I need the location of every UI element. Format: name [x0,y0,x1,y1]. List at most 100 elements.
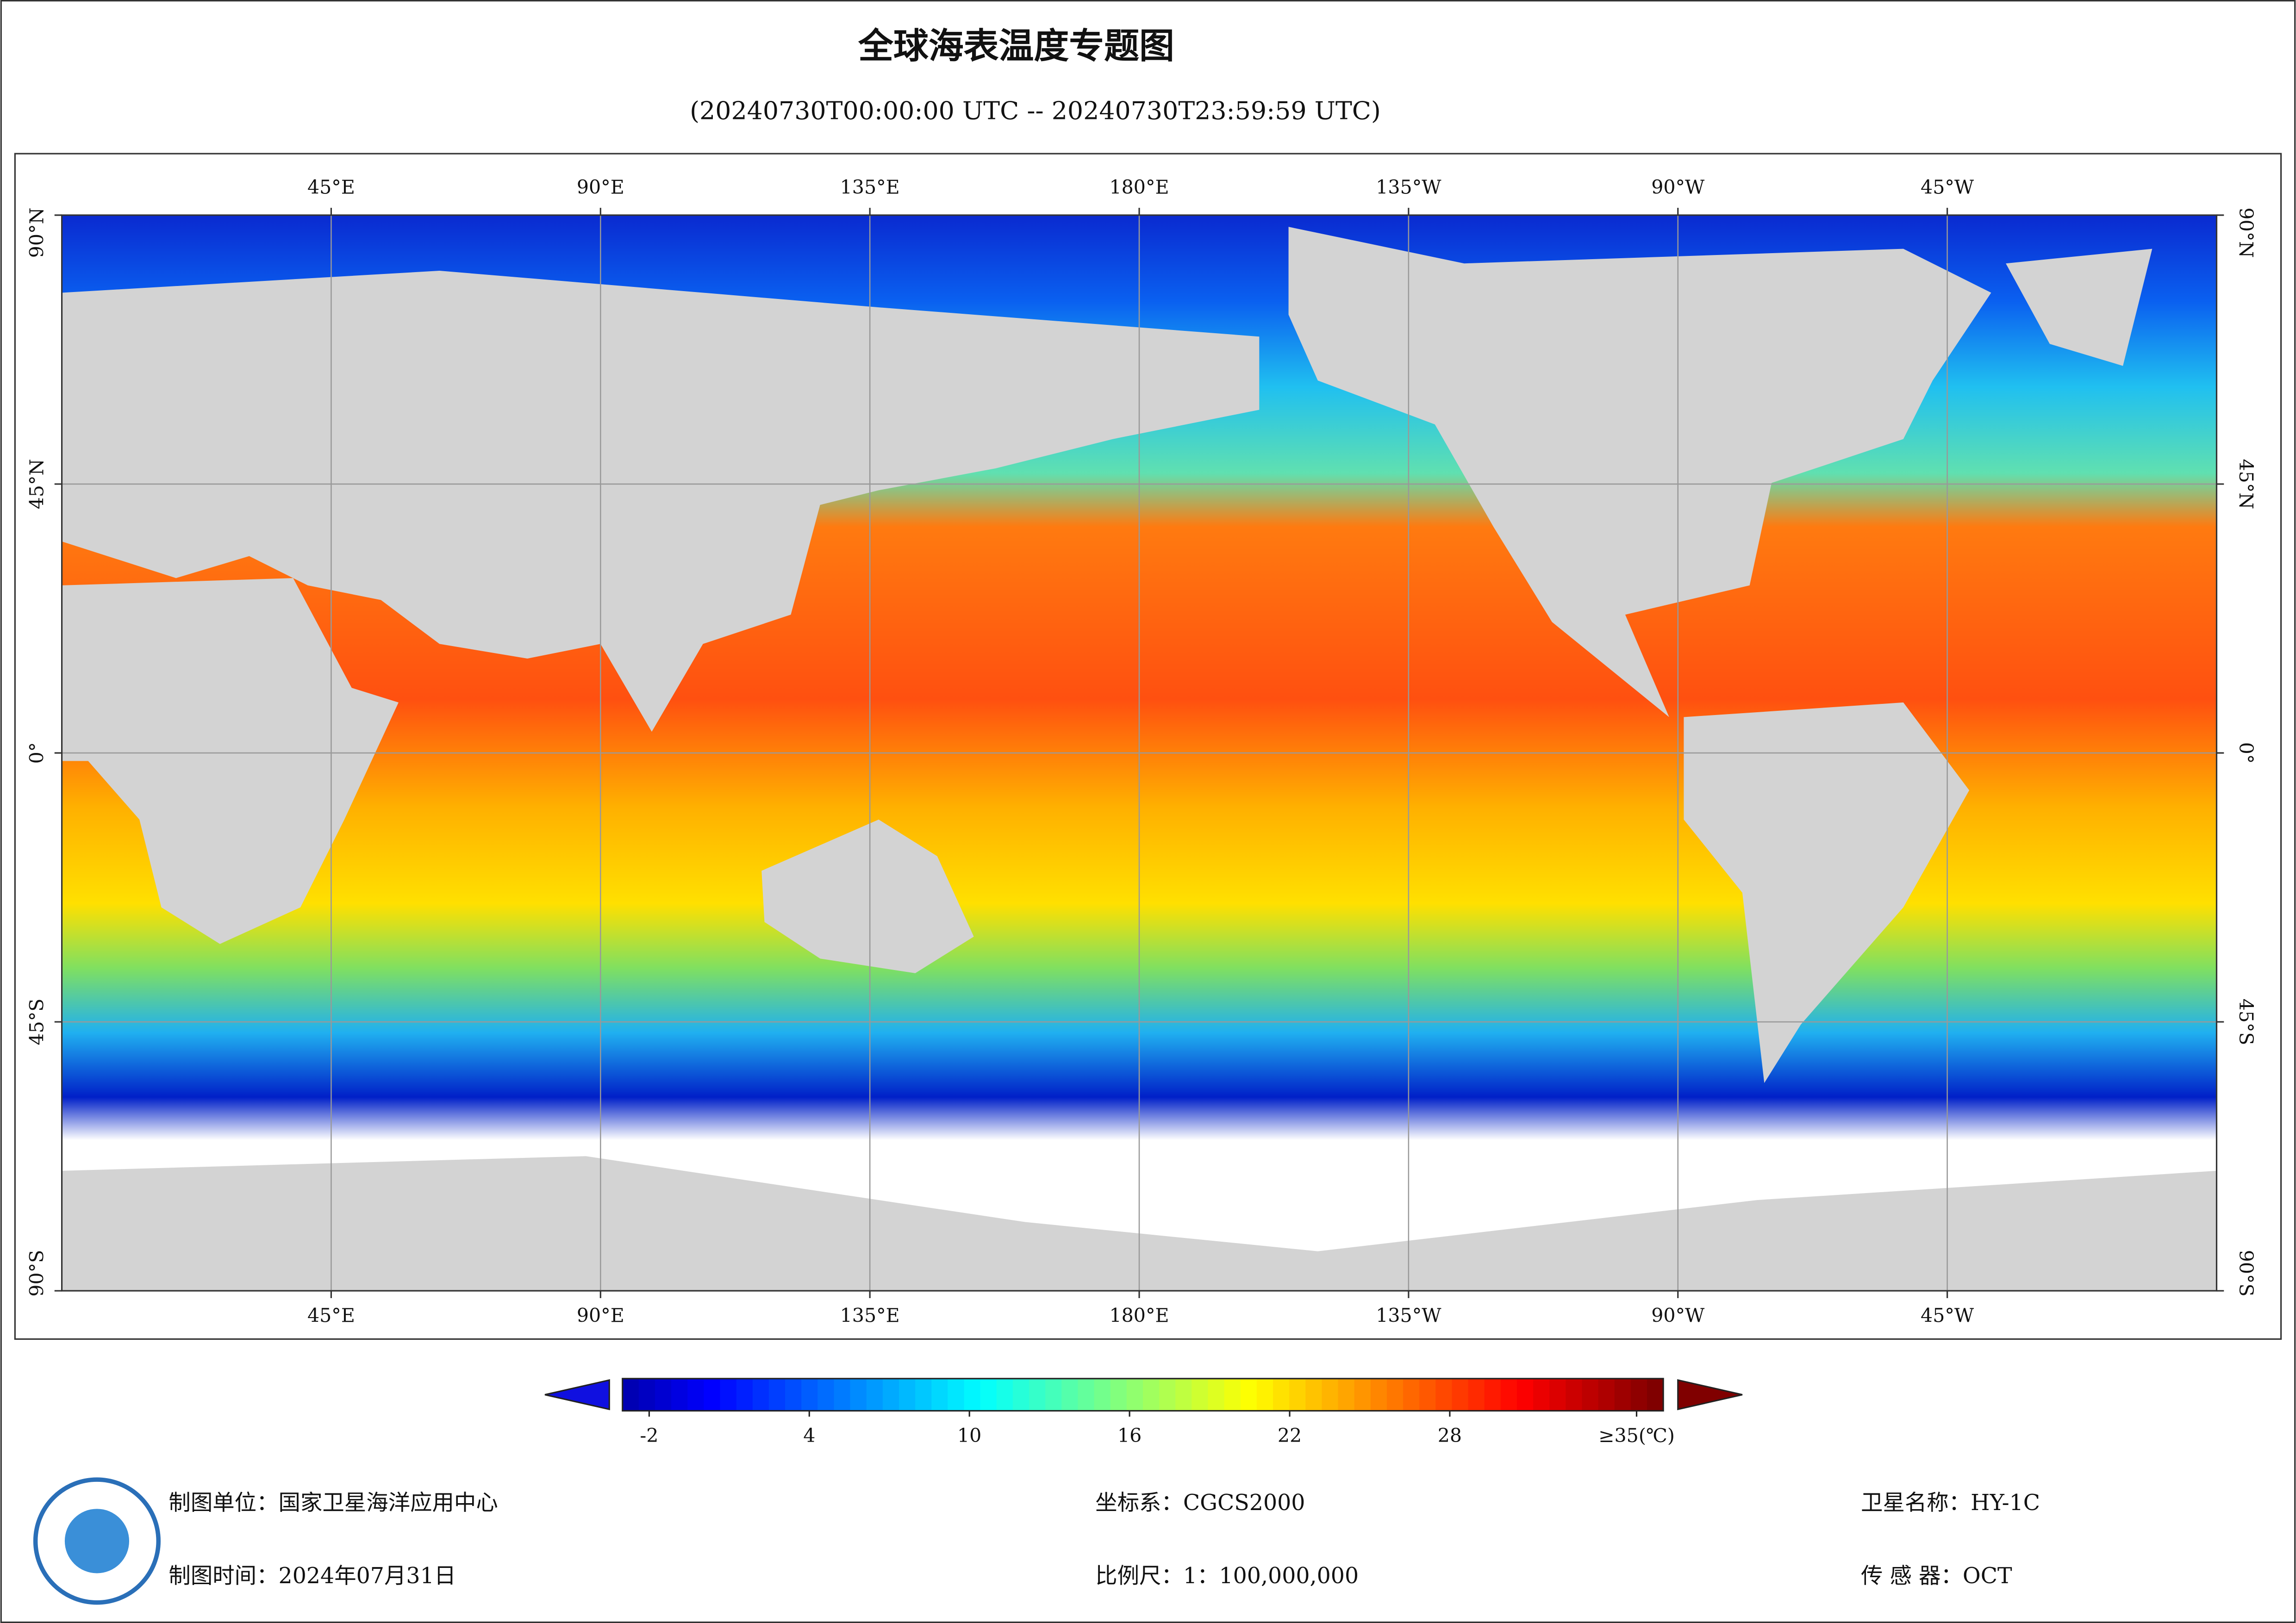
lon-label: 135°E [840,176,900,198]
colorbar-low-arrow [544,1379,610,1411]
colorbar-cell [1566,1378,1583,1411]
colorbar-cell [1435,1378,1453,1411]
field-value: CGCS2000 [1183,1490,1305,1516]
lat-label: 45°S [25,999,48,1045]
lon-label: 45°E [307,1305,355,1327]
lon-label: 45°W [1921,1305,1974,1327]
colorbar-label: 16 [1117,1424,1142,1447]
colorbar-cell [736,1378,753,1411]
colorbar-cell [1256,1378,1273,1411]
colorbar-label: 28 [1438,1424,1462,1447]
colorbar-cell [980,1378,997,1411]
colorbar-cell [785,1378,802,1411]
lon-label: 90°W [1651,1305,1705,1327]
colorbar-cell [996,1378,1013,1411]
colorbar-cell [866,1378,883,1411]
colorbar-cell [1630,1378,1647,1411]
field-value: OCT [1963,1563,2012,1589]
lat-label: 0° [25,742,48,764]
colorbar-cell [671,1378,688,1411]
colorbar-cell [1516,1378,1534,1411]
lon-label: 180°E [1110,1305,1169,1327]
lon-label: 45°E [307,176,355,198]
colorbar-cell [1142,1378,1160,1411]
colorbar-cell [1078,1378,1095,1411]
colorbar-cell [1175,1378,1192,1411]
colorbar-cell [964,1378,981,1411]
colorbar-cell [1386,1378,1404,1411]
colorbar-cell [1305,1378,1323,1411]
colorbar-cell [834,1378,851,1411]
footer-field: 比例尺：1：100,000,000 [1095,1563,1359,1589]
field-value: 2024年07月31日 [279,1563,456,1589]
colorbar-cell [882,1378,899,1411]
lat-label: 0° [2235,742,2257,764]
lon-label: 135°W [1376,1305,1441,1327]
lon-label: 45°W [1921,176,1974,198]
colorbar-cell [1192,1378,1209,1411]
field-label: 传 感 器： [1861,1563,1963,1589]
colorbar-high-arrow [1677,1379,1743,1411]
footer-field: 制图时间：2024年07月31日 [168,1563,456,1589]
footer-field: 坐标系：CGCS2000 [1095,1490,1305,1516]
colorbar-cell [948,1378,965,1411]
lon-label: 90°E [577,1305,624,1327]
colorbar-cell [1354,1378,1371,1411]
colorbar-cell [1598,1378,1615,1411]
colorbar-cell [1061,1378,1079,1411]
lon-label: 135°W [1376,176,1441,198]
colorbar-cell [1484,1378,1501,1411]
lat-label: 45°N [2235,459,2257,510]
colorbar-cell [1468,1378,1485,1411]
lat-label: 45°S [2235,999,2257,1045]
lon-label: 180°E [1110,176,1169,198]
colorbar-cell [850,1378,867,1411]
lat-label: 90°S [25,1250,48,1297]
colorbar-cell [1224,1378,1241,1411]
field-value: 国家卫星海洋应用中心 [279,1490,498,1516]
field-value: HY-1C [1971,1490,2040,1516]
colorbar-cell [1322,1378,1339,1411]
colorbar-cell [1094,1378,1111,1411]
colorbar-label: -2 [640,1424,658,1447]
field-label: 坐标系： [1095,1490,1183,1516]
colorbar-cell [1370,1378,1387,1411]
lon-label: 90°E [577,176,624,198]
map [61,214,2218,1292]
field-label: 制图单位： [168,1490,278,1516]
colorbar-cell [1403,1378,1420,1411]
colorbar-label: 22 [1278,1424,1302,1447]
field-label: 制图时间： [168,1563,278,1589]
colorbar-cell [1500,1378,1517,1411]
lat-label: 90°N [25,207,48,258]
colorbar-cell [1029,1378,1046,1411]
colorbar-cell [768,1378,786,1411]
colorbar-label: ≥35(℃) [1598,1424,1675,1447]
colorbar-cell [915,1378,932,1411]
colorbar-label: 10 [957,1424,981,1447]
colorbar-label: 4 [803,1424,815,1447]
colorbar-cell [801,1378,818,1411]
lat-label: 90°S [2235,1250,2257,1297]
colorbar-cell [1582,1378,1599,1411]
lon-label: 90°W [1651,176,1705,198]
colorbar-cell [1338,1378,1355,1411]
colorbar-cell [1549,1378,1566,1411]
field-label: 卫星名称： [1861,1490,1971,1516]
colorbar-cell [1533,1378,1550,1411]
footer-field: 制图单位：国家卫星海洋应用中心 [168,1490,498,1516]
colorbar-cell [704,1378,721,1411]
colorbar-cell [655,1378,672,1411]
colorbar-cell [1240,1378,1257,1411]
colorbar-cell [1110,1378,1127,1411]
colorbar-cell [1045,1378,1062,1411]
logo-globe [64,1509,130,1573]
title: 全球海表温度专题图 [858,25,1174,66]
colorbar-cell [1289,1378,1306,1411]
colorbar-cell [1273,1378,1290,1411]
colorbar-cell [1126,1378,1143,1411]
colorbar-cell [1614,1378,1631,1411]
colorbar-cell [1452,1378,1469,1411]
colorbar-cell [1208,1378,1225,1411]
